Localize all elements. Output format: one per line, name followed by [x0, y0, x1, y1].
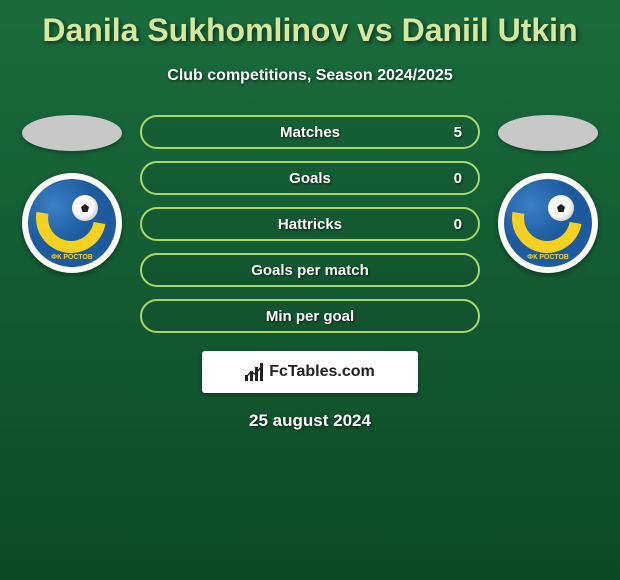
- subtitle: Club competitions, Season 2024/2025: [0, 67, 620, 85]
- stat-label: Hattricks: [278, 216, 342, 233]
- stat-label: Goals per match: [251, 262, 369, 279]
- page-title: Danila Sukhomlinov vs Daniil Utkin: [0, 0, 620, 49]
- date-label: 25 august 2024: [0, 411, 620, 431]
- stat-row-min-per-goal: Min per goal: [140, 299, 480, 333]
- comparison-content: ФК РОСТОВ Matches 5 Goals 0 Hattricks 0 …: [0, 115, 620, 333]
- stat-value: 0: [454, 216, 462, 233]
- stat-label: Matches: [280, 124, 340, 141]
- stats-list: Matches 5 Goals 0 Hattricks 0 Goals per …: [140, 115, 480, 333]
- club-badge-text-right: ФК РОСТОВ: [527, 254, 569, 261]
- player-left-club-badge: ФК РОСТОВ: [22, 173, 122, 273]
- brand-chart-icon: [245, 363, 265, 381]
- club-badge-text-left: ФК РОСТОВ: [51, 254, 93, 261]
- player-right-column: ФК РОСТОВ: [498, 115, 598, 273]
- brand-watermark: FcTables.com: [202, 351, 418, 393]
- player-right-club-badge: ФК РОСТОВ: [498, 173, 598, 273]
- stat-value: 0: [454, 170, 462, 187]
- stat-row-matches: Matches 5: [140, 115, 480, 149]
- stat-row-hattricks: Hattricks 0: [140, 207, 480, 241]
- player-right-avatar: [498, 115, 598, 151]
- stat-row-goals: Goals 0: [140, 161, 480, 195]
- stat-label: Min per goal: [266, 308, 354, 325]
- stat-value: 5: [454, 124, 462, 141]
- player-left-column: ФК РОСТОВ: [22, 115, 122, 273]
- stat-row-goals-per-match: Goals per match: [140, 253, 480, 287]
- player-left-avatar: [22, 115, 122, 151]
- brand-text: FcTables.com: [269, 363, 375, 381]
- stat-label: Goals: [289, 170, 331, 187]
